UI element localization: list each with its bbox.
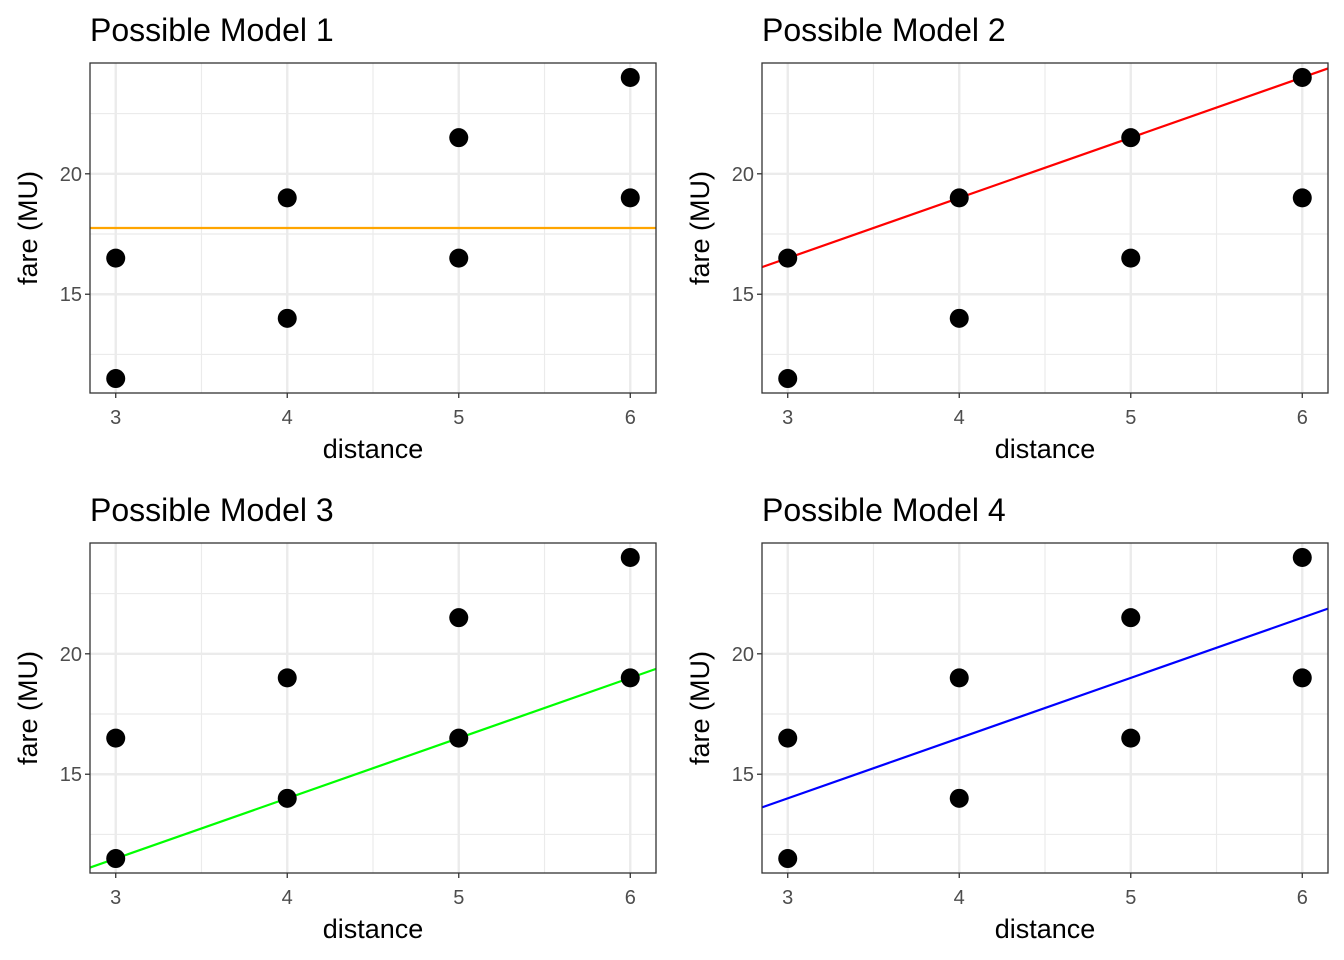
data-point [949,788,969,808]
y-tick-label: 20 [60,644,82,666]
model-line [762,607,1328,809]
model-line [762,67,1328,269]
data-point [949,308,969,328]
data-point [1121,728,1141,748]
x-tick-label: 3 [110,887,121,909]
data-point [1292,67,1312,87]
chart-title: Possible Model 1 [90,12,334,48]
data-point [778,369,798,389]
data-point [778,849,798,869]
data-point [949,668,969,688]
chart-title: Possible Model 4 [762,492,1006,528]
chart-title: Possible Model 3 [90,492,334,528]
plot-frame [89,542,657,874]
plot-frame [761,542,1329,874]
y-axis-label: fare (MU) [13,651,43,765]
chart-title: Possible Model 2 [762,12,1006,48]
x-tick-label: 6 [625,407,636,429]
x-tick-label: 4 [282,407,293,429]
data-point [449,728,469,748]
x-tick-label: 4 [954,887,965,909]
x-axis-label: distance [995,434,1096,464]
y-tick-label: 15 [732,764,754,786]
data-point [1292,668,1312,688]
data-point [620,67,640,87]
y-axis-label: fare (MU) [13,171,43,285]
data-point [620,188,640,208]
data-point [620,668,640,688]
data-point [277,308,297,328]
data-point [277,668,297,688]
x-tick-label: 4 [954,407,965,429]
y-tick-label: 20 [732,644,754,666]
data-point [106,728,126,748]
plot-frame [761,62,1329,394]
x-tick-label: 3 [110,407,121,429]
x-tick-label: 3 [782,887,793,909]
data-point [620,547,640,567]
x-tick-label: 5 [1125,407,1136,429]
x-tick-label: 5 [1125,887,1136,909]
y-axis-label: fare (MU) [685,651,715,765]
chart-panel-3: 3 4 5 6 15 20 Possible Model 3 distance fare (MU… [13,492,657,944]
x-axis-label: distance [995,914,1096,944]
data-point [1292,547,1312,567]
data-point [778,248,798,268]
y-axis-label: fare (MU) [685,171,715,285]
data-point [449,248,469,268]
data-point [449,608,469,628]
data-point [1121,248,1141,268]
data-point [106,248,126,268]
data-point [1121,128,1141,148]
y-tick-label: 15 [732,284,754,306]
data-point [106,369,126,389]
data-point [106,849,126,869]
x-tick-label: 4 [282,887,293,909]
x-tick-label: 6 [1297,407,1308,429]
x-axis-label: distance [323,914,424,944]
data-point [277,788,297,808]
x-tick-label: 6 [625,887,636,909]
y-tick-label: 20 [60,164,82,186]
data-point [949,188,969,208]
chart-panel-4: 3 4 5 6 15 20 Possible Model 4 distance fare (MU… [685,492,1329,944]
chart-panel-2: 3 4 5 6 15 20 Possible Model 2 distance fare (MU… [685,12,1329,464]
plot-frame [89,62,657,394]
y-tick-label: 20 [732,164,754,186]
x-tick-label: 5 [453,407,464,429]
y-tick-label: 15 [60,764,82,786]
data-point [778,728,798,748]
x-tick-label: 3 [782,407,793,429]
x-tick-label: 6 [1297,887,1308,909]
x-tick-label: 5 [453,887,464,909]
x-axis-label: distance [323,434,424,464]
data-point [1121,608,1141,628]
model-line [90,667,656,869]
chart-panel-1: 3 4 5 6 15 20 Possible Model 1 distance fare (MU… [13,12,657,464]
data-point [277,188,297,208]
y-tick-label: 15 [60,284,82,306]
data-point [449,128,469,148]
data-point [1292,188,1312,208]
